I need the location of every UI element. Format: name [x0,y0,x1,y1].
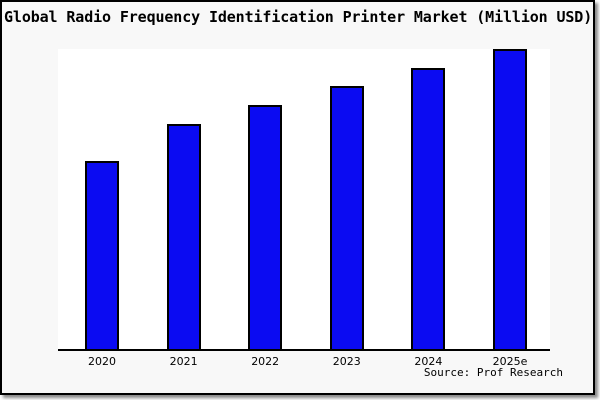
x-tick-label-2023: 2023 [332,355,361,368]
x-tick-label-2020: 2020 [88,355,116,368]
bar-2025e [493,49,527,349]
plot-area [58,49,550,351]
bar-2024 [411,68,445,349]
chart-title: Global Radio Frequency Identification Pr… [4,8,593,26]
bar-2023 [330,86,364,349]
bar-2022 [248,105,282,349]
bar-2020 [85,161,119,349]
source-label: Source: Prof Research [423,366,563,379]
bar-2021 [167,124,201,349]
chart-frame: Global Radio Frequency Identification Pr… [0,0,595,395]
x-tick-label-2021: 2021 [169,355,198,368]
x-tick-label-2022: 2022 [251,355,280,368]
